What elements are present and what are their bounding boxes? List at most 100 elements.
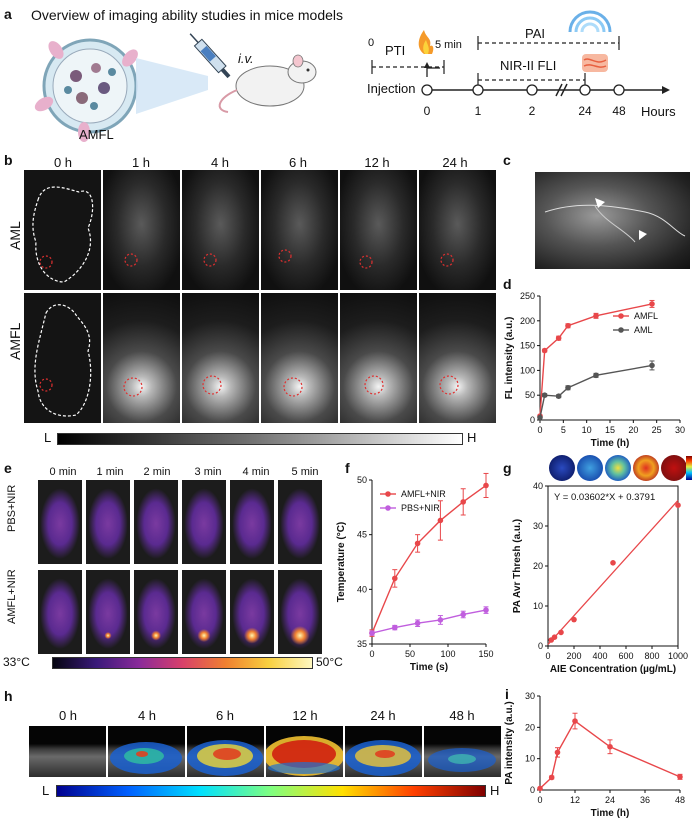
legend-label: AML xyxy=(634,325,653,335)
data-point xyxy=(537,785,543,792)
x-tick-label: 400 xyxy=(592,651,607,661)
legend-marker xyxy=(385,505,391,511)
fl-image-0h xyxy=(24,170,101,290)
data-point xyxy=(649,362,655,369)
thermal-image xyxy=(134,480,178,564)
pa-colorbar xyxy=(56,785,486,797)
data-point xyxy=(392,624,398,631)
data-point xyxy=(649,301,655,307)
fl-image xyxy=(182,293,259,423)
col-header: 4 h xyxy=(210,155,230,170)
thermal-colorbar xyxy=(52,657,313,669)
x-tick-label: 0 xyxy=(545,651,550,661)
data-point xyxy=(593,372,599,379)
panel-h-letter: h xyxy=(4,688,13,704)
pti-label: PTI xyxy=(385,43,406,58)
y-tick-label: 30 xyxy=(533,521,543,531)
col-header: 0 h xyxy=(53,155,73,170)
fl-image xyxy=(103,170,180,290)
syringe-icon xyxy=(189,33,231,79)
thermal-scale-high: 50°C xyxy=(316,655,343,669)
x-tick-label: 25 xyxy=(652,425,662,435)
series-line xyxy=(371,609,487,634)
data-point xyxy=(548,774,555,781)
timeline-tick: 1 xyxy=(474,104,482,118)
pa-image xyxy=(108,726,185,777)
y-tick-label: 20 xyxy=(525,722,535,732)
data-point xyxy=(460,499,466,505)
row-label-amfl: AMFL+NIR xyxy=(6,569,18,624)
x-tick-label: 5 xyxy=(561,425,566,435)
series-line xyxy=(539,364,653,418)
series-line xyxy=(371,484,487,634)
col-header: 48 h xyxy=(449,708,475,723)
iv-label: i.v. xyxy=(238,51,254,66)
data-point xyxy=(555,335,562,341)
y-tick-label: 45 xyxy=(357,530,367,540)
data-point xyxy=(565,322,571,329)
data-point xyxy=(369,630,375,636)
y-tick-label: 0 xyxy=(530,415,535,425)
fl-image xyxy=(340,293,417,423)
y-tick-label: 50 xyxy=(525,390,535,400)
x-tick-label: 0 xyxy=(537,425,542,435)
y-tick-label: 0 xyxy=(538,641,543,651)
col-header: 24 h xyxy=(370,708,396,723)
data-point xyxy=(677,774,683,780)
data-point xyxy=(554,749,561,756)
col-header: 1 h xyxy=(131,155,151,170)
data-point xyxy=(483,482,489,489)
x-tick-label: 30 xyxy=(675,425,685,435)
legend-label: AMFL xyxy=(634,311,658,321)
thermal-image xyxy=(38,570,82,654)
col-header: 6 h xyxy=(288,155,308,170)
data-point xyxy=(572,718,578,724)
col-header: 2 min xyxy=(143,466,171,478)
y-axis-label: PA intensity (a.u.) xyxy=(504,701,515,784)
y-tick-label: 0 xyxy=(530,785,535,795)
chart-d: 0 5 10 15 20 25 30 0 50 100 150 200 250 Time (h) FL in… xyxy=(504,291,685,449)
thermal-image xyxy=(278,570,322,654)
panel-b-letter: b xyxy=(4,152,13,168)
fl-image xyxy=(182,170,259,290)
data-point xyxy=(414,620,421,627)
legend-marker xyxy=(618,327,624,333)
y-tick-label: 250 xyxy=(520,291,535,301)
y-tick-label: 150 xyxy=(520,341,535,351)
pa-image xyxy=(345,726,422,777)
panel-d-letter: d xyxy=(503,276,512,292)
x-tick-label: 100 xyxy=(440,649,455,659)
col-header: 3 min xyxy=(194,466,222,478)
data-point xyxy=(558,629,564,636)
x-tick-label: 50 xyxy=(405,649,415,659)
row-label-amfl: AMFL xyxy=(7,322,23,360)
timeline-tick: 24 xyxy=(578,104,592,118)
x-tick-label: 36 xyxy=(640,795,650,805)
legend-label: AMFL+NIR xyxy=(401,489,446,499)
x-axis-label: AIE Concentration (µg/mL) xyxy=(550,664,676,675)
nir-fli-icon xyxy=(582,54,608,72)
data-point xyxy=(610,560,616,566)
pa-wave-icon xyxy=(568,10,612,33)
data-point xyxy=(555,393,562,399)
panel-a-title: Overview of imaging ability studies in m… xyxy=(31,7,344,23)
data-point xyxy=(541,347,548,354)
y-tick-label: 40 xyxy=(357,584,367,594)
pti-end: 5 min xyxy=(435,39,462,51)
pai-label: PAI xyxy=(525,26,545,41)
data-point xyxy=(437,517,444,524)
x-tick-label: 0 xyxy=(537,795,542,805)
data-point xyxy=(593,313,599,319)
y-axis-label: PA Avr Thresh (a.u.) xyxy=(512,519,523,613)
fit-line xyxy=(547,499,679,645)
fl-image xyxy=(340,170,417,290)
timeline-tick: 0 xyxy=(423,104,431,118)
pa-thumbnails xyxy=(549,455,692,481)
pa-image xyxy=(187,726,264,777)
pa-scale-low: L xyxy=(42,783,50,798)
data-point xyxy=(414,540,421,547)
thermal-scale-low: 33°C xyxy=(3,655,30,669)
thermal-image xyxy=(86,480,130,564)
series-line xyxy=(539,303,653,417)
fl-image xyxy=(419,293,496,423)
